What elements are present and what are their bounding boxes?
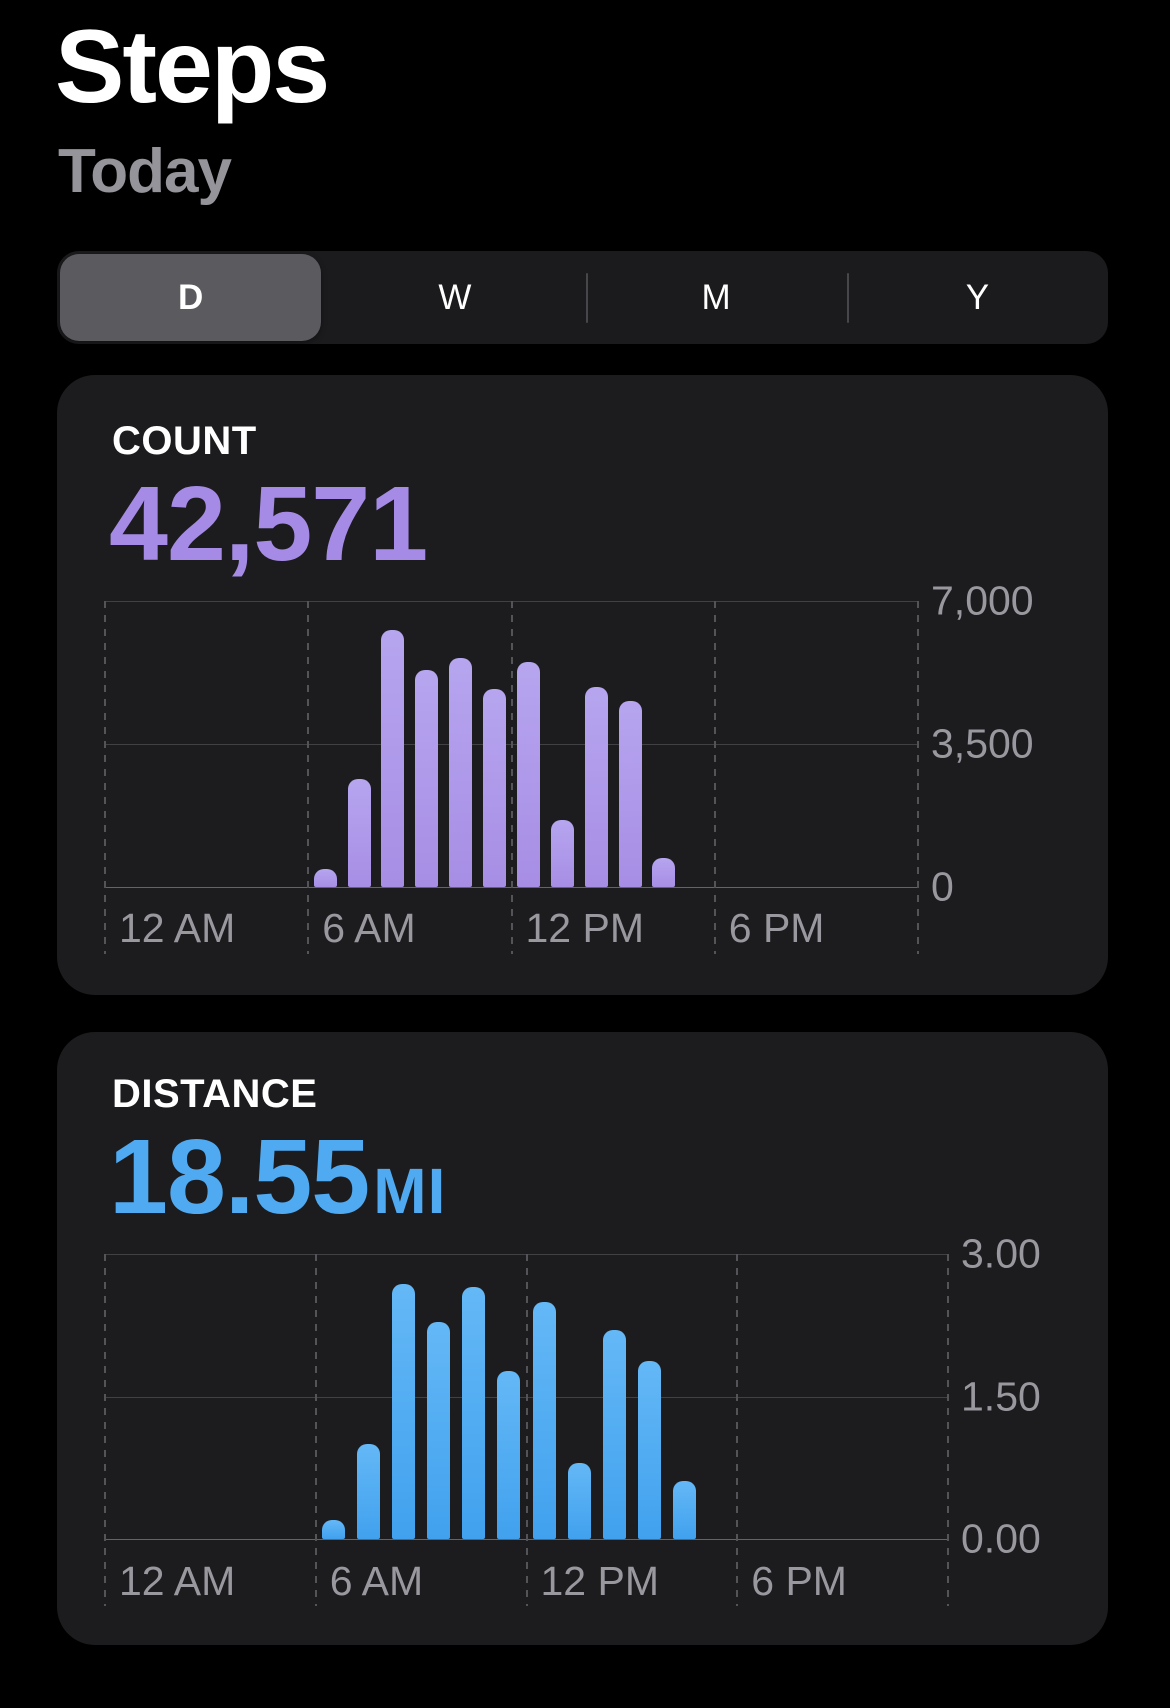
bar-12pm	[516, 662, 540, 887]
count-chart[interactable]: 7,000 3,500 0 12 AM 6 AM 12 PM 6 PM	[57, 375, 1108, 995]
bar-10am	[449, 658, 473, 887]
axis-dashed-line	[713, 601, 716, 954]
segment-option-m[interactable]: M	[585, 251, 847, 344]
distance-card[interactable]: DISTANCE 18.55MI 3.00 1.50 0.00 12 AM 6 AM 12…	[57, 1032, 1108, 1645]
segment-divider	[585, 272, 588, 323]
bar-2pm	[584, 687, 608, 887]
x-axis-tick-label: 6 AM	[329, 1558, 424, 1604]
distance-value-unit: MI	[373, 1155, 447, 1227]
x-axis-tick-label: 12 PM	[540, 1558, 660, 1604]
count-value: 42,571	[109, 471, 431, 577]
bar-6am	[313, 869, 337, 887]
page-title: Steps	[55, 9, 330, 125]
y-axis-tick-label: 0.00	[961, 1515, 1041, 1562]
axis-dashed-line	[525, 1254, 528, 1606]
axis-dashed-line	[947, 1254, 949, 1606]
bar-1pm	[567, 1463, 591, 1539]
bar-7am	[356, 1444, 380, 1539]
y-axis-tick-label: 0	[931, 863, 954, 910]
x-axis-tick-label: 6 PM	[751, 1558, 847, 1604]
distance-chart[interactable]: 3.00 1.50 0.00 12 AM 6 AM 12 PM 6 PM	[57, 1032, 1108, 1645]
axis-dashed-line	[104, 601, 106, 954]
bar-8am	[392, 1284, 416, 1539]
segment-option-y[interactable]: Y	[846, 251, 1108, 344]
axis-dashed-line	[510, 601, 513, 954]
x-axis-tick-label: 6 AM	[322, 905, 416, 951]
y-axis-tick-label: 1.50	[961, 1373, 1041, 1419]
bar-1pm	[550, 820, 574, 887]
bar-6am	[321, 1520, 345, 1539]
count-card-heading: COUNT	[112, 419, 257, 463]
distance-value: 18.55MI	[109, 1124, 446, 1230]
bar-12pm	[532, 1302, 556, 1539]
y-axis-tick-label: 3.00	[961, 1230, 1041, 1277]
distance-value-number: 18.55	[109, 1118, 370, 1236]
bar-2pm	[602, 1330, 626, 1539]
bar-10am	[462, 1287, 486, 1539]
count-card[interactable]: COUNT 42,571 7,000 3,500 0 12 AM 6 AM 12 PM 6 …	[57, 375, 1108, 995]
x-axis-tick-label: 12 AM	[119, 905, 236, 951]
distance-card-heading: DISTANCE	[112, 1072, 318, 1116]
axis-dashed-line	[104, 1254, 106, 1606]
bar-3pm	[618, 701, 642, 887]
y-axis-tick-label: 3,500	[931, 720, 1034, 767]
bar-9am	[415, 670, 439, 887]
segment-option-w[interactable]: W	[438, 277, 472, 317]
bar-8am	[381, 630, 405, 887]
page-subtitle: Today	[58, 137, 232, 206]
y-axis-tick-label: 7,000	[931, 577, 1034, 624]
axis-dashed-line	[314, 1254, 317, 1606]
bar-11am	[483, 689, 507, 887]
bar-7am	[347, 779, 371, 887]
bar-3pm	[637, 1361, 661, 1539]
count-value-number: 42,571	[109, 465, 428, 583]
x-axis-tick-label: 12 PM	[525, 905, 645, 951]
segment-divider	[846, 272, 849, 323]
bar-4pm	[673, 1481, 697, 1539]
x-axis-tick-label: 12 AM	[119, 1558, 236, 1604]
bar-9am	[427, 1322, 451, 1539]
axis-dashed-line	[917, 601, 919, 954]
bar-11am	[497, 1371, 521, 1539]
bar-4pm	[652, 858, 676, 887]
axis-dashed-line	[307, 601, 310, 954]
segment-option-d[interactable]: D	[60, 254, 322, 341]
x-axis-tick-label: 6 PM	[728, 905, 825, 951]
axis-dashed-line	[736, 1254, 739, 1606]
